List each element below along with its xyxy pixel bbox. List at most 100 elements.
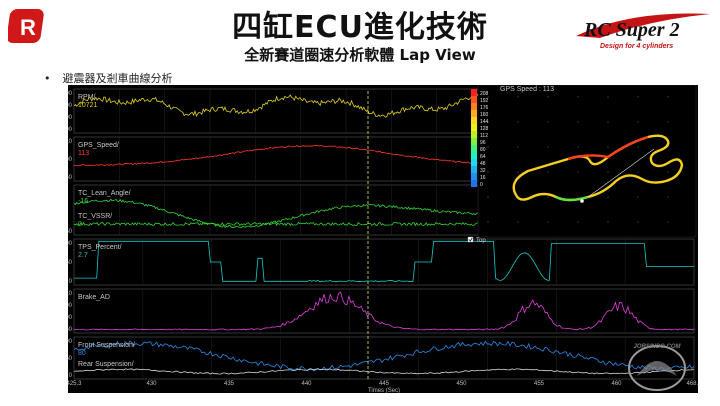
channel-name: TC_VSSR/	[78, 213, 112, 220]
map-grid-dot	[667, 196, 669, 198]
track-fast-section	[567, 135, 649, 161]
map-frame	[477, 85, 697, 238]
y-tick-label: 10000	[68, 103, 73, 109]
y-tick-label: 16000	[68, 91, 73, 97]
x-tick-label: 468.2	[686, 381, 698, 387]
lapview-chart[interactable]: 160001000080006000RPM/1072121010050GPS_S…	[68, 85, 698, 393]
channel-name: Rear Suspension/	[78, 361, 134, 368]
map-grid-dot	[637, 221, 639, 223]
map-grid-dot	[517, 146, 519, 148]
map-grid-dot	[637, 146, 639, 148]
map-grid-dot	[637, 96, 639, 98]
y-tick-label: 710	[68, 291, 73, 297]
channel-name: Front Suspension/	[78, 342, 135, 349]
speed-scale-swatch	[471, 103, 477, 110]
map-grid-dot	[577, 146, 579, 148]
watermark-text: JORSINDO.COM	[633, 344, 681, 350]
speed-scale-swatch	[471, 173, 477, 180]
speed-scale-label: 176	[480, 105, 489, 111]
map-grid-dot	[517, 121, 519, 123]
y-tick-label: 50	[68, 175, 73, 181]
y-tick-label: 50	[68, 229, 73, 235]
y-tick-label: 8000	[68, 115, 73, 121]
channel-value: 10721	[78, 102, 98, 109]
channel-value: 2.7	[78, 252, 88, 259]
speed-scale-swatch	[471, 96, 477, 103]
bullet-item: • 避震器及剎車曲線分析	[44, 70, 173, 86]
speed-scale-label: 80	[480, 147, 486, 153]
trace-rpm-	[73, 93, 483, 118]
speed-scale-label: 64	[480, 154, 486, 160]
channel-frame	[73, 288, 695, 334]
map-grid-dot	[487, 96, 489, 98]
x-tick-label: 445	[379, 381, 390, 387]
speed-scale-swatch	[471, 138, 477, 145]
speed-scale-swatch	[471, 124, 477, 131]
map-grid-dot	[547, 196, 549, 198]
channel-frame	[73, 88, 483, 134]
top-checkbox[interactable]	[467, 236, 474, 243]
y-tick-label: 100	[68, 241, 73, 247]
map-grid-dot	[667, 171, 669, 173]
trace-brake-ad	[73, 291, 695, 331]
map-grid-dot	[517, 96, 519, 98]
speed-scale-label: 0	[480, 182, 483, 188]
channel-frame	[73, 184, 483, 236]
y-tick-label: 100	[68, 157, 73, 163]
page-subtitle: 全新賽道圈速分析軟體 Lap View	[244, 46, 476, 64]
brand-logo-text: RC Super 2	[583, 19, 680, 41]
speed-scale-label: 192	[480, 98, 489, 104]
x-axis-label: Times (Sec)	[368, 388, 400, 393]
channel-name: RPM/	[78, 94, 96, 101]
x-tick-label: 455	[534, 381, 545, 387]
speed-scale-label: 144	[480, 119, 489, 125]
brand-logo-right: RC Super 2 Design for 4 cylinders	[576, 13, 710, 50]
map-grid-dot	[547, 146, 549, 148]
map-position-marker	[580, 199, 584, 203]
channel-name: Brake_AD	[78, 294, 110, 301]
speed-scale-swatch	[471, 110, 477, 117]
map-grid-dot	[577, 221, 579, 223]
channel-name: TPS_Percent/	[78, 244, 122, 251]
trace-tc-vssr-	[73, 221, 483, 227]
speed-scale-label: 208	[480, 91, 489, 97]
channel-value: 113	[78, 150, 89, 157]
map-grid-dot	[607, 146, 609, 148]
map-grid-dot	[547, 171, 549, 173]
map-grid-dot	[547, 221, 549, 223]
x-tick-label: 425.3	[68, 381, 82, 387]
map-grid-dot	[487, 171, 489, 173]
channel-tracks: 160001000080006000RPM/1072121010050GPS_S…	[68, 88, 695, 380]
map-title: GPS Speed : 113	[500, 86, 554, 93]
map-grid-dot	[517, 221, 519, 223]
map-grid-dot	[487, 146, 489, 148]
x-tick-label: 435	[224, 381, 235, 387]
page-title: 四缸ECU進化技術	[232, 10, 488, 45]
brand-tagline: Design for 4 cylinders	[600, 43, 673, 50]
y-tick-label: 450	[68, 327, 73, 333]
speed-scale-label: 160	[480, 112, 489, 118]
map-grid-dot	[547, 121, 549, 123]
y-tick-label: 500	[68, 315, 73, 321]
site-watermark: JORSINDO.COM	[628, 344, 686, 391]
speed-scale-label: 128	[480, 126, 489, 132]
map-grid-dot	[667, 121, 669, 123]
y-tick-label: 50	[68, 260, 73, 266]
y-tick-label: 600	[68, 303, 73, 309]
x-axis: 425.3 430 435 440 445 450 455 460 468.2 Times (Se…	[68, 381, 698, 393]
map-grid-dot	[577, 121, 579, 123]
bullet-text: 避震器及剎車曲線分析	[62, 72, 173, 85]
y-tick-label: 6000	[68, 127, 73, 133]
map-grid-dot	[487, 121, 489, 123]
speed-scale-swatch	[471, 89, 477, 96]
speed-scale-label: 32	[480, 168, 486, 174]
map-grid-dot	[577, 196, 579, 198]
brand-logo-left: R	[8, 9, 44, 43]
map-grid-dot	[607, 221, 609, 223]
map-grid-dot	[487, 221, 489, 223]
speed-scale-swatch	[471, 145, 477, 152]
y-tick-label: 50	[68, 356, 73, 362]
map-grid-dot	[577, 96, 579, 98]
map-grid-dot	[667, 96, 669, 98]
